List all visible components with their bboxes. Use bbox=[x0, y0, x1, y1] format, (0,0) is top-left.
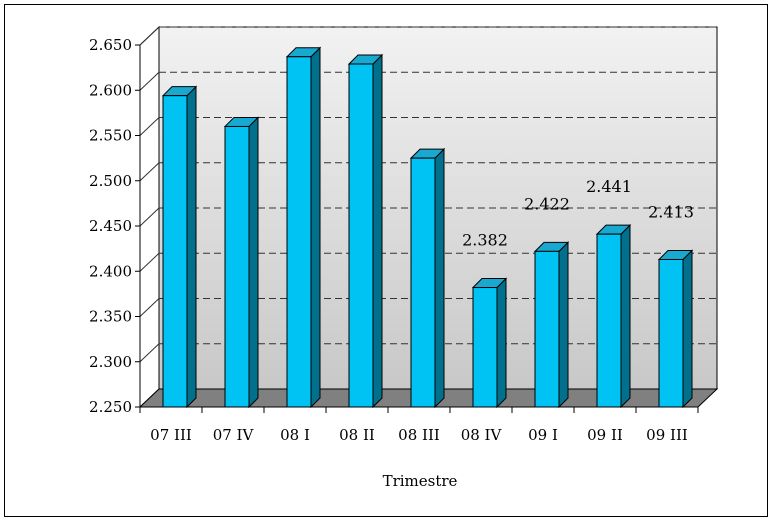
y-tick-label: 2.500 bbox=[89, 172, 132, 190]
bar-side bbox=[434, 147, 445, 409]
data-label: 2.382 bbox=[462, 231, 508, 250]
bar-side bbox=[620, 223, 631, 409]
bar-front bbox=[534, 250, 560, 408]
bar-front bbox=[348, 63, 374, 408]
data-labels: 2.382 2.422 2.441 2.413 bbox=[462, 177, 694, 249]
data-label: 2.422 bbox=[524, 194, 570, 213]
bar bbox=[533, 241, 570, 409]
bar bbox=[471, 277, 508, 409]
y-tick-label: 2.450 bbox=[89, 217, 132, 235]
bar-side bbox=[186, 85, 197, 409]
y-tick-label: 2.400 bbox=[89, 262, 132, 280]
bar-front bbox=[410, 157, 436, 408]
y-tick-label: 2.250 bbox=[89, 398, 132, 416]
gridline-depth bbox=[139, 207, 160, 227]
bar bbox=[409, 147, 446, 409]
bar bbox=[657, 249, 694, 409]
x-tick-label: 09 III bbox=[646, 426, 688, 444]
x-axis-title: Trimestre bbox=[383, 472, 458, 490]
bar-front bbox=[658, 258, 684, 408]
gridline-depth bbox=[139, 117, 160, 136]
bar-side bbox=[558, 241, 569, 409]
gridline-depth bbox=[139, 298, 160, 317]
x-tick-label: 09 II bbox=[587, 426, 623, 444]
x-tick-label: 08 I bbox=[280, 426, 310, 444]
x-tick-label: 07 III bbox=[150, 426, 192, 444]
bar bbox=[595, 223, 632, 409]
bar-side bbox=[496, 277, 507, 409]
y-tick-label: 2.300 bbox=[89, 353, 132, 371]
x-tick-labels: 07 III 07 IV 08 I 08 II 08 III 08 IV 09 I 09 II… bbox=[150, 426, 688, 444]
bar-side bbox=[682, 249, 693, 409]
y-tick-label: 2.650 bbox=[89, 36, 132, 54]
gridline-depth bbox=[139, 26, 160, 46]
axes bbox=[135, 44, 699, 413]
y-tick-labels: 2.250 2.300 2.350 2.400 2.450 2.500 2.550 2.600… bbox=[89, 36, 132, 416]
x-tick-label: 08 III bbox=[398, 426, 440, 444]
gridline-depth bbox=[139, 343, 160, 363]
gridline-depth bbox=[139, 162, 160, 182]
x-tick-label: 07 IV bbox=[213, 426, 255, 444]
gridline-depth bbox=[139, 252, 160, 272]
y-tick-label: 2.550 bbox=[89, 127, 132, 145]
y-tick-label: 2.350 bbox=[89, 308, 132, 326]
bar-side bbox=[310, 46, 321, 409]
bar-front bbox=[472, 287, 498, 408]
bar-side bbox=[372, 53, 383, 409]
bar bbox=[161, 85, 198, 409]
gridline-depth bbox=[139, 71, 160, 91]
data-label: 2.413 bbox=[648, 202, 694, 221]
x-tick-label: 08 IV bbox=[461, 426, 503, 444]
bar bbox=[223, 116, 260, 409]
x-tick-label: 08 II bbox=[339, 426, 375, 444]
bar-front bbox=[286, 56, 312, 408]
bar-front bbox=[224, 125, 250, 408]
bar-side bbox=[248, 116, 259, 409]
bar bbox=[285, 46, 322, 409]
x-tick-label: 09 I bbox=[528, 426, 558, 444]
bars bbox=[161, 46, 694, 409]
data-label: 2.441 bbox=[586, 177, 632, 196]
y-tick-label: 2.600 bbox=[89, 81, 132, 99]
bar-front bbox=[596, 233, 622, 408]
bar bbox=[347, 53, 384, 409]
bar-front bbox=[162, 95, 188, 408]
